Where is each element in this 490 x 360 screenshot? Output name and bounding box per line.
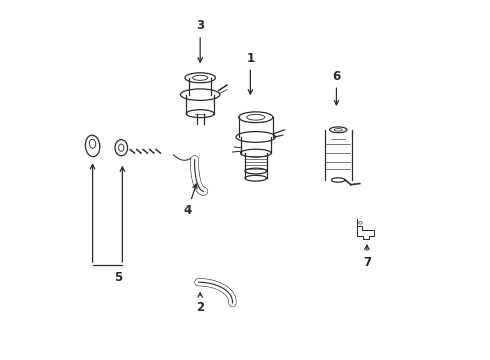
Text: 1: 1 [246, 51, 254, 94]
Text: 4: 4 [183, 184, 197, 217]
Text: 6: 6 [332, 69, 341, 105]
Text: 2: 2 [196, 293, 204, 314]
Text: 7: 7 [363, 245, 371, 269]
Text: 5: 5 [114, 271, 122, 284]
Text: 3: 3 [196, 19, 204, 62]
